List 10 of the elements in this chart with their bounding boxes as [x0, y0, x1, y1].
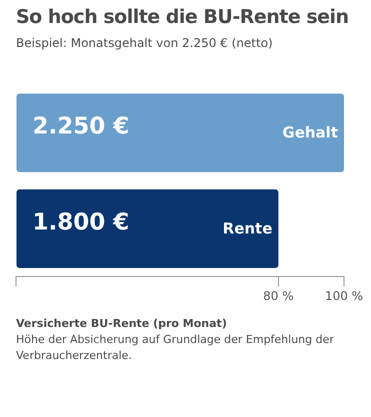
x-tick-label: 80 %: [263, 288, 294, 303]
y-tick-label: Rente: [222, 219, 272, 238]
chart-subtitle: Beispiel: Monatsgehalt von 2.250 € (netto): [16, 36, 273, 50]
annotation: 1.800 €: [32, 209, 130, 236]
text: Versicherte BU-Rente (pro Monat): [16, 316, 228, 332]
x-tick-label: 100 %: [324, 288, 364, 303]
text: Höhe der Absicherung auf Grundlage der Empfehlung der Verbraucherzentrale.: [16, 332, 335, 364]
annotation: 2.250 €: [32, 114, 130, 140]
chart-title: So hoch sollte die BU-Rente sein: [16, 6, 349, 28]
y-tick-label: Gehalt: [282, 124, 338, 142]
